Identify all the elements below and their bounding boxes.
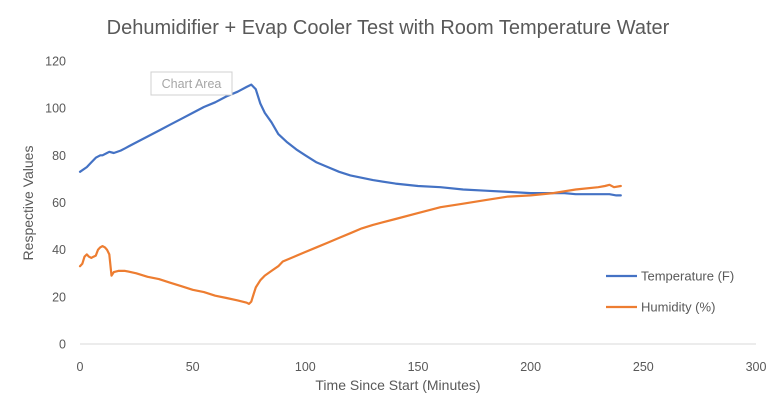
- y-axis-ticks: 0 20 40 60 80 100 120: [45, 55, 66, 352]
- series-layer: [78, 83, 622, 305]
- series-line-temperature: [78, 83, 622, 197]
- tooltip-box: [150, 71, 233, 96]
- x-tick-label: 200: [520, 360, 541, 374]
- y-tick-label: 60: [52, 196, 66, 210]
- x-tick-label: 50: [186, 360, 200, 374]
- y-tick-label: 120: [45, 55, 66, 69]
- x-tick-label: 100: [295, 360, 316, 374]
- legend-label: Humidity (%): [641, 300, 715, 315]
- x-tick-label: 250: [633, 360, 654, 374]
- x-tick-label: 300: [746, 360, 767, 374]
- x-tick-label: 150: [408, 360, 429, 374]
- y-axis-title: Respective Values: [20, 146, 36, 261]
- y-tick-label: 80: [52, 149, 66, 163]
- legend-label: Temperature (F): [641, 269, 734, 284]
- chart-area-tooltip: Chart Area: [150, 71, 233, 96]
- chart-title: Dehumidifier + Evap Cooler Test with Roo…: [107, 17, 670, 39]
- series-line-humidity: [78, 183, 622, 305]
- y-tick-label: 40: [52, 243, 66, 257]
- x-axis-title: Time Since Start (Minutes): [315, 377, 480, 393]
- legend: Temperature (F) Humidity (%): [606, 269, 734, 315]
- x-tick-label: 0: [77, 360, 84, 374]
- y-tick-label: 20: [52, 290, 66, 304]
- y-tick-label: 0: [59, 338, 66, 352]
- y-tick-label: 100: [45, 102, 66, 116]
- x-axis-ticks: 0 50 100 150 200 250 300: [77, 360, 767, 374]
- tooltip-text: Chart Area: [162, 77, 222, 91]
